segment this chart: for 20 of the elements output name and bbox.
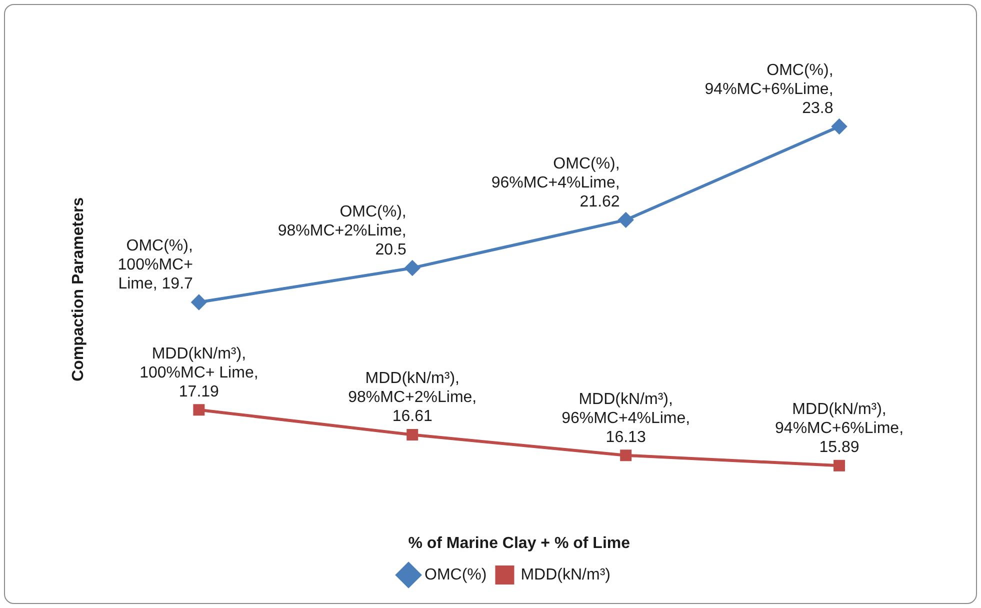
legend-label: OMC(%)	[424, 566, 487, 584]
point	[834, 460, 846, 472]
point	[618, 212, 634, 228]
data-label: OMC(%), 96%MC+4%Lime, 21.62	[491, 155, 620, 210]
point	[193, 404, 205, 416]
data-label: OMC(%), 98%MC+2%Lime, 20.5	[278, 203, 406, 258]
point	[406, 429, 418, 441]
data-label: MDD(kN/m³), 100%MC+ Lime, 17.19	[140, 345, 258, 400]
y-axis-title: Compaction Parameters	[70, 197, 88, 382]
legend-label: MDD(kN/m³)	[520, 566, 610, 584]
point	[191, 294, 206, 310]
point	[620, 450, 632, 462]
data-label: OMC(%), 94%MC+6%Lime, 23.8	[704, 62, 834, 117]
data-label: OMC(%), 100%MC+ Lime, 19.7	[118, 238, 194, 293]
data-label: MDD(kN/m³), 94%MC+6%Lime, 15.89	[775, 401, 904, 456]
data-label: MDD(kN/m³), 98%MC+2%Lime, 16.61	[348, 370, 477, 426]
point	[404, 260, 420, 276]
point	[832, 118, 847, 134]
data-label: MDD(kN/m³), 96%MC+4%Lime, 16.13	[562, 390, 690, 446]
x-axis-title: % of Marine Clay + % of Lime	[408, 534, 630, 552]
